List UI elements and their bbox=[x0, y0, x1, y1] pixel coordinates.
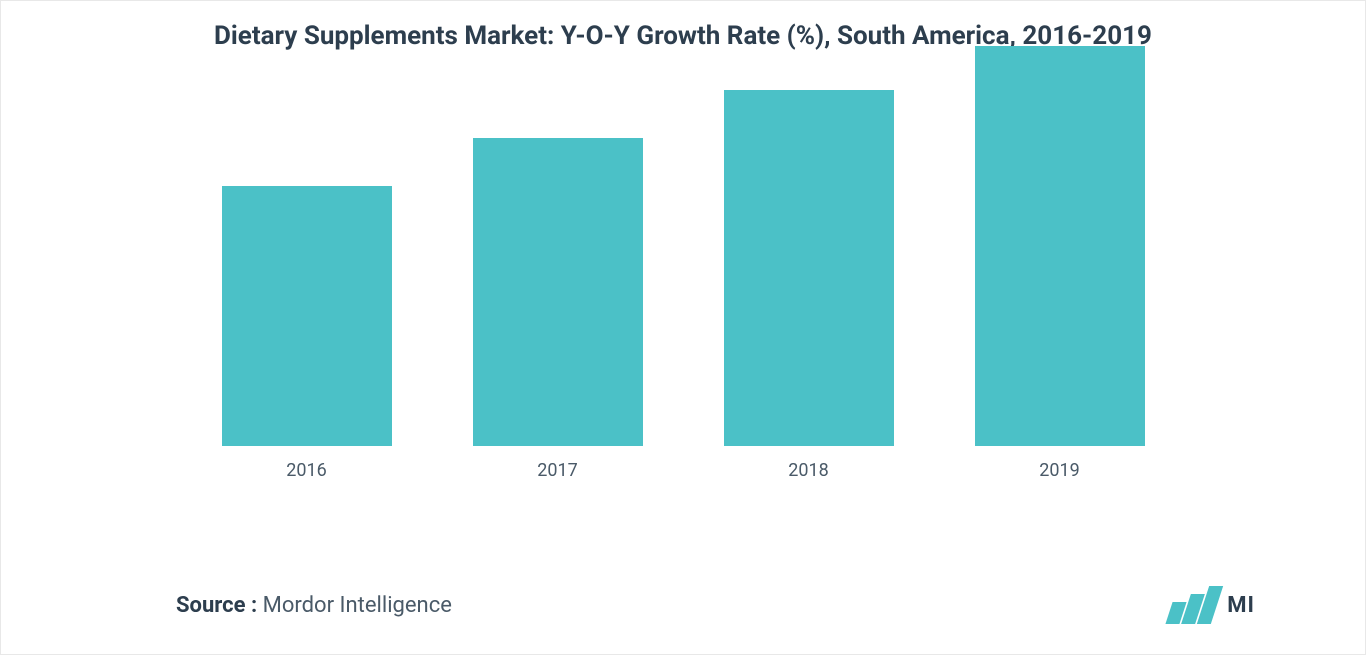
logo-bars-icon bbox=[1169, 586, 1217, 624]
brand-logo: MI bbox=[1169, 586, 1255, 624]
chart-title: Dietary Supplements Market: Y-O-Y Growth… bbox=[1, 1, 1365, 61]
bars-container: 2016 2017 2018 2019 bbox=[101, 81, 1265, 481]
bar-2019 bbox=[975, 46, 1145, 446]
bar-2018 bbox=[724, 90, 894, 446]
bar-2016 bbox=[222, 186, 392, 446]
bar-group: 2018 bbox=[724, 90, 894, 481]
bar-2017 bbox=[473, 138, 643, 446]
bar-group: 2016 bbox=[222, 186, 392, 481]
bar-group: 2019 bbox=[975, 46, 1145, 481]
bar-label: 2019 bbox=[1039, 460, 1079, 481]
bar-label: 2017 bbox=[537, 460, 577, 481]
chart-area: 2016 2017 2018 2019 bbox=[101, 81, 1265, 521]
source-text: Source : Mordor Intelligence bbox=[176, 593, 452, 618]
bar-group: 2017 bbox=[473, 138, 643, 481]
source-label: Source : bbox=[176, 593, 257, 618]
bar-label: 2016 bbox=[286, 460, 326, 481]
source-value: Mordor Intelligence bbox=[263, 593, 452, 618]
footer: Source : Mordor Intelligence MI bbox=[1, 586, 1365, 624]
bar-label: 2018 bbox=[788, 460, 828, 481]
logo-text: MI bbox=[1227, 593, 1255, 618]
